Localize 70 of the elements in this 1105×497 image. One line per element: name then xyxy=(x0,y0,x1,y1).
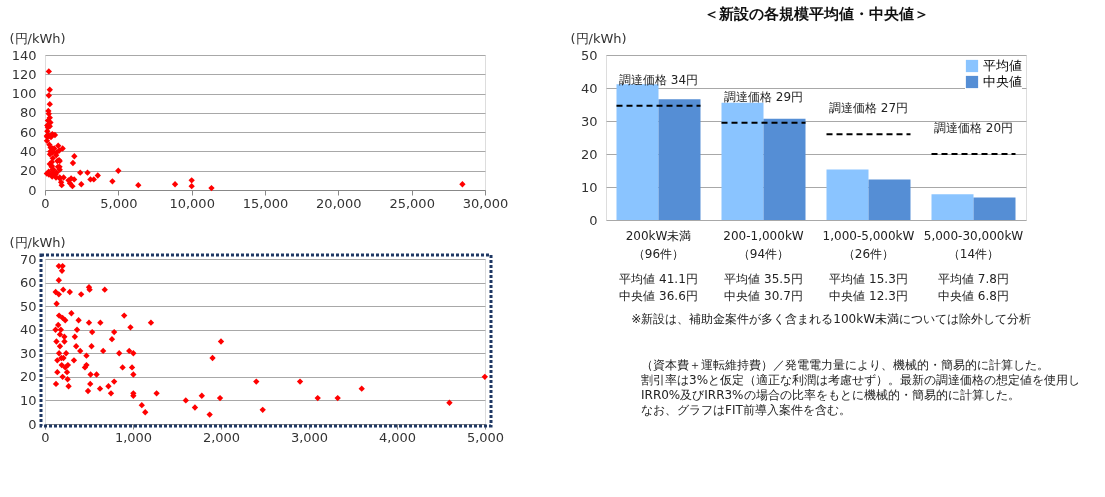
x-tick-label: 5,000-30,000kW（14件） xyxy=(923,228,1024,261)
x-tick-label: 5,000 xyxy=(466,429,505,445)
bar xyxy=(658,99,701,220)
data-label: 平均値 35.5円 xyxy=(724,272,803,286)
y-tick-label: 80 xyxy=(19,105,37,121)
x-tick-label: 15,000 xyxy=(242,195,289,211)
ref-line-label: 調達価格 34円 xyxy=(618,72,699,87)
legend-label: 平均値 xyxy=(983,58,1022,73)
y-tick-label: 120 xyxy=(11,66,37,82)
data-label: 平均値 15.3円 xyxy=(829,272,908,286)
bar xyxy=(973,197,1016,220)
x-tick-label: 20,000 xyxy=(316,195,362,211)
y-tick-label: 10 xyxy=(580,179,598,195)
y-tick-label: 60 xyxy=(19,275,37,291)
data-label: 中央値 6.8円 xyxy=(938,289,1009,303)
data-label: 中央値 36.6円 xyxy=(619,289,698,303)
x-tick-label: 3,000 xyxy=(290,429,329,445)
x-tick-label: 30,000 xyxy=(462,195,509,211)
bar xyxy=(763,118,806,220)
data-label: 中央値 12.3円 xyxy=(829,289,908,303)
x-tick-label: 4,000 xyxy=(378,429,417,445)
y-tick-label: 0 xyxy=(28,416,37,432)
data-label: 平均値 7.8円 xyxy=(938,272,1009,286)
text: IRR0%及びIRR3%の場合の比率をもとに機械的・簡易的に計算した。 xyxy=(641,388,1020,402)
y-tick-label: 40 xyxy=(19,322,37,338)
bar xyxy=(868,179,911,220)
ref-line-label: 調達価格 29円 xyxy=(723,89,804,104)
y-tick-label: 20 xyxy=(19,369,37,385)
x-tick-label: 200kW未満（96件） xyxy=(625,228,692,261)
y-tick-label: 20 xyxy=(580,146,598,162)
data-label: 中央値 30.7円 xyxy=(724,289,803,303)
x-tick-label: 10,000 xyxy=(169,195,215,211)
bar xyxy=(616,84,659,220)
y-tick-label: 100 xyxy=(11,86,37,102)
x-tick-label: 0 xyxy=(41,195,50,211)
x-tick-label: 2,000 xyxy=(202,429,241,445)
y-tick-label: 40 xyxy=(580,80,598,96)
y-tick-label: 30 xyxy=(19,345,37,361)
y-tick-label: 40 xyxy=(19,143,37,159)
y-tick-label: 70 xyxy=(19,251,37,267)
y-axis-title: (円/kWh) xyxy=(9,30,66,46)
y-tick-label: 30 xyxy=(580,113,598,129)
x-tick-label: 1,000 xyxy=(114,429,153,445)
y-tick-label: 20 xyxy=(19,163,37,179)
y-axis-title: (円/kWh) xyxy=(570,30,627,46)
text: なお、グラフはFIT前導入案件を含む。 xyxy=(641,403,851,417)
ref-line-label: 調達価格 20円 xyxy=(933,121,1014,135)
x-tick-label: 5,000 xyxy=(100,195,138,211)
y-axis-title: (円/kWh) xyxy=(9,234,66,250)
y-tick-label: 10 xyxy=(19,392,37,408)
x-tick-label: 25,000 xyxy=(389,195,435,211)
y-tick-label: 0 xyxy=(28,182,37,198)
bar xyxy=(721,102,764,220)
y-tick-label: 50 xyxy=(580,47,598,63)
text: 割引率は3%と仮定（適正な利潤は考慮せず）。最新の調達価格の想定値を使用し xyxy=(641,373,1081,387)
y-tick-label: 60 xyxy=(19,124,37,140)
y-tick-label: 50 xyxy=(19,298,37,314)
data-label: 平均値 41.1円 xyxy=(619,272,698,286)
x-tick-label: 200-1,000kW（94件） xyxy=(723,228,804,261)
ref-line-label: 調達価格 27円 xyxy=(828,101,909,116)
bar xyxy=(931,194,974,220)
bar xyxy=(826,169,869,220)
chart-title: ＜新設の各規模平均値・中央値＞ xyxy=(703,5,929,23)
text: （資本費＋運転維持費）／発電電力量により、機械的・簡易的に計算した。 xyxy=(641,358,1049,372)
text: ※新設は、補助金案件が多く含まれる100kW未満については除外して分析 xyxy=(631,312,1031,326)
legend-label: 中央値 xyxy=(983,74,1022,89)
y-tick-label: 0 xyxy=(589,212,598,228)
y-tick-label: 140 xyxy=(11,47,37,63)
x-tick-label: 0 xyxy=(41,429,50,445)
x-tick-label: 1,000-5,000kW（26件） xyxy=(822,228,915,261)
